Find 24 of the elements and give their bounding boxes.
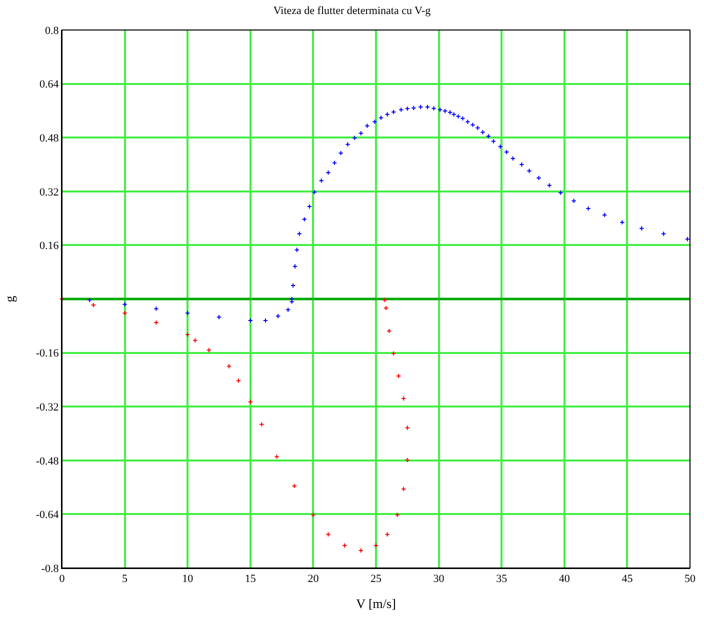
x-tick-label: 5 xyxy=(122,573,128,586)
x-tick-label: 35 xyxy=(496,573,508,586)
y-axis-title: g xyxy=(2,295,17,302)
y-tick-label: -0.8 xyxy=(41,562,60,575)
x-tick-label: 40 xyxy=(558,573,570,586)
y-tick-label: 0.32 xyxy=(40,186,59,198)
x-tick-label: 25 xyxy=(370,573,382,586)
y-tick-label: -0.48 xyxy=(36,455,60,468)
chart-title: Viteza de flutter determinata cu V-g xyxy=(273,4,432,17)
x-tick-label: 50 xyxy=(684,573,696,586)
y-tick-label: 0.64 xyxy=(40,78,60,91)
x-tick-label: 20 xyxy=(308,573,320,586)
y-tick-label: 0.16 xyxy=(40,240,60,252)
y-tick-label: 0.48 xyxy=(40,132,60,144)
x-tick-label: 10 xyxy=(182,573,194,586)
y-tick-label: 0.8 xyxy=(45,24,60,37)
x-tick-label: 45 xyxy=(622,573,634,586)
y-tick-label: -0.64 xyxy=(36,509,60,522)
y-tick-label: -0.32 xyxy=(36,401,59,414)
x-tick-label: 15 xyxy=(244,573,256,586)
x-tick-label: 30 xyxy=(433,573,445,586)
y-tick-label: -0.16 xyxy=(36,348,60,360)
x-axis-title: V [m/s] xyxy=(356,596,396,611)
x-tick-label: 0 xyxy=(59,573,66,586)
